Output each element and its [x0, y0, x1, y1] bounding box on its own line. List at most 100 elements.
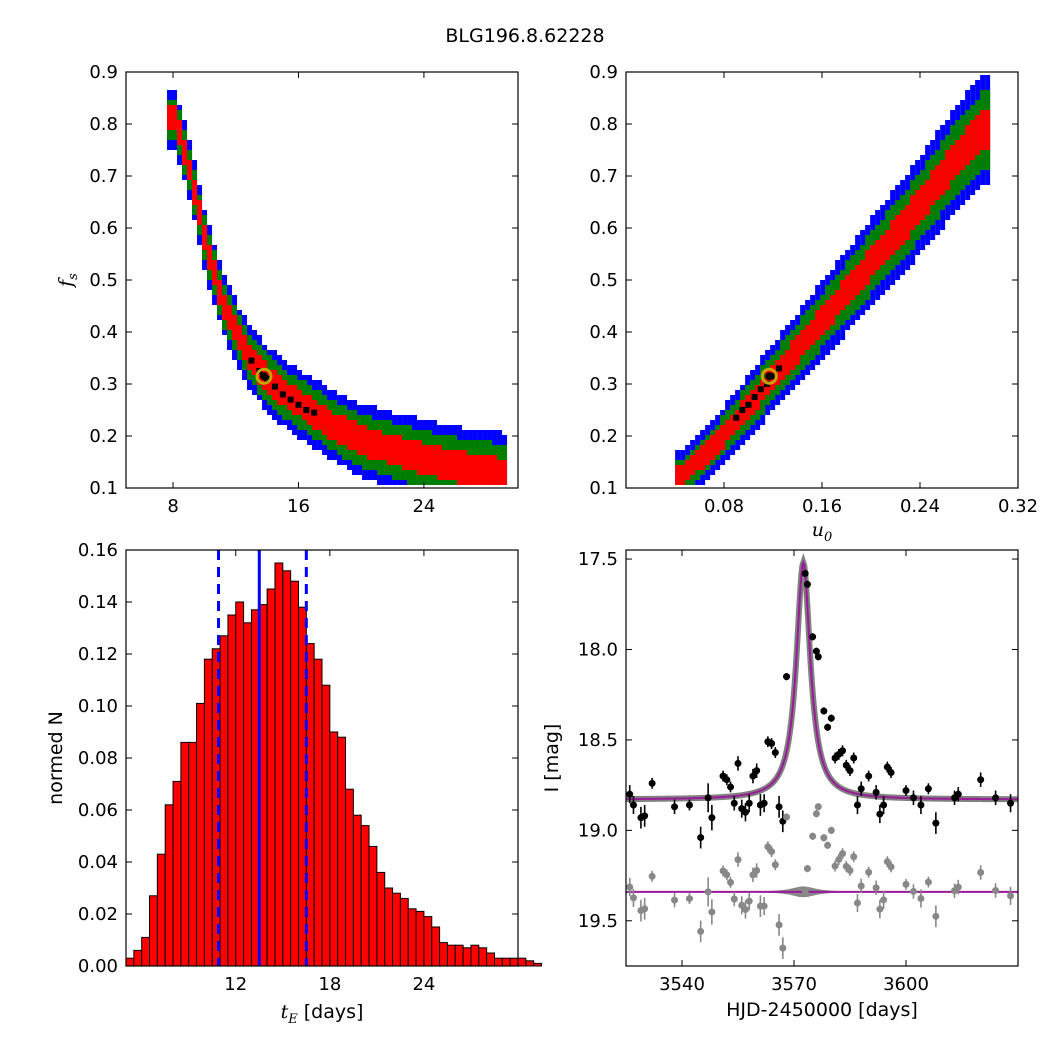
density-cell [227, 320, 233, 325]
density-cell [945, 140, 951, 145]
residual-point [880, 896, 888, 904]
density-cell [825, 285, 831, 290]
density-cell [387, 470, 393, 475]
density-cell [387, 475, 393, 480]
density-cell [760, 355, 766, 360]
density-cell [860, 245, 866, 250]
density-cell [765, 395, 771, 400]
density-cell [182, 140, 188, 145]
density-cell [452, 450, 458, 455]
density-cell [725, 415, 731, 420]
density-cell [372, 465, 378, 470]
histogram-bar [439, 942, 448, 967]
density-cell [457, 430, 463, 435]
density-cell [755, 400, 761, 405]
density-cell [437, 445, 443, 450]
density-cell [970, 190, 976, 195]
density-cell [835, 285, 841, 290]
histogram-bar [360, 825, 370, 967]
density-cell [227, 335, 233, 340]
density-cell [710, 430, 716, 435]
density-cell [745, 410, 751, 415]
histogram-bar [219, 635, 229, 967]
density-cell [172, 120, 178, 125]
density-cell [212, 270, 218, 275]
density-cell [905, 185, 911, 190]
density-cell [840, 315, 846, 320]
density-cell [810, 345, 816, 350]
density-cell [980, 165, 986, 170]
data-point [909, 794, 917, 802]
density-cell [222, 305, 228, 310]
residual-point [741, 905, 749, 913]
density-cell [257, 365, 263, 370]
density-core-cell [271, 383, 278, 390]
density-cell [745, 375, 751, 380]
density-cell [452, 430, 458, 435]
density-cell [467, 450, 473, 455]
density-cell [740, 390, 746, 395]
density-cell [222, 310, 228, 315]
density-cell [940, 215, 946, 220]
density-cell [237, 350, 243, 355]
density-cell [805, 340, 811, 345]
density-cell [487, 460, 493, 465]
density-cell [755, 405, 761, 410]
residual-point [887, 863, 895, 871]
density-cell [397, 430, 403, 435]
density-cell [327, 435, 333, 440]
density-cell [432, 480, 438, 485]
data-point [865, 772, 873, 780]
density-cell [940, 225, 946, 230]
density-cell [307, 410, 313, 415]
density-cell [222, 275, 228, 280]
density-core-cell [739, 407, 746, 413]
histogram-bar [156, 853, 166, 967]
y-tick-label: 0.1 [589, 478, 618, 499]
histogram-bar [423, 916, 433, 967]
density-cell [965, 105, 971, 110]
density-cell [382, 415, 388, 420]
density-cell [955, 145, 961, 150]
density-cell [880, 210, 886, 215]
density-cell [477, 470, 483, 475]
density-cell [945, 215, 951, 220]
density-cell [880, 270, 886, 275]
density-cell [950, 115, 956, 120]
density-cell [307, 380, 313, 385]
density-cell [332, 425, 338, 430]
density-cell [462, 465, 468, 470]
density-cell [885, 205, 891, 210]
density-cell [920, 180, 926, 185]
density-cell [262, 390, 268, 395]
density-cell [467, 430, 473, 435]
density-cell [980, 170, 986, 175]
density-cell [502, 480, 508, 485]
density-cell [342, 430, 348, 435]
density-cell [895, 220, 901, 225]
density-cell [905, 205, 911, 210]
density-cell [690, 475, 696, 480]
density-cell [845, 280, 851, 285]
density-cell [382, 435, 388, 440]
density-cell [422, 450, 428, 455]
density-cell [287, 370, 293, 375]
density-cell [352, 400, 358, 405]
density-cell [915, 200, 921, 205]
density-cell [297, 385, 303, 390]
density-cell [975, 105, 981, 110]
density-cell [925, 235, 931, 240]
density-cell [362, 460, 368, 465]
density-cell [372, 450, 378, 455]
density-cell [855, 280, 861, 285]
density-cell [955, 120, 961, 125]
density-cell [705, 470, 711, 475]
residual-point [865, 868, 873, 876]
histogram-bar [196, 702, 205, 967]
density-level-2 [675, 110, 991, 485]
density-cell [910, 165, 916, 170]
density-cell [915, 230, 921, 235]
density-cell [830, 300, 836, 305]
density-cell [890, 240, 896, 245]
density-cell [267, 390, 273, 395]
